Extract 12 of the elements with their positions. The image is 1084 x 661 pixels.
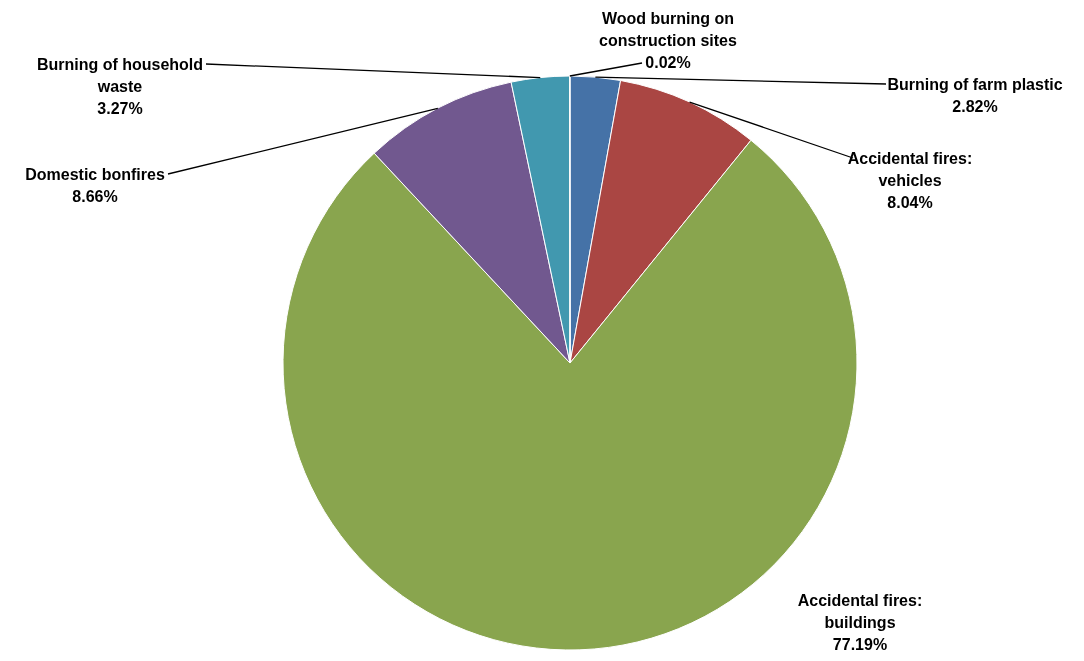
slice-label: Wood burning on construction sites (599, 9, 737, 49)
data-label: 8.66% (72, 187, 118, 205)
data-label: 2.82% (952, 97, 998, 115)
data-label: 77.19% (832, 635, 888, 653)
data-label: 8.04% (887, 193, 933, 211)
data-label: 3.27% (97, 99, 143, 117)
slice-label: Accidental fires: vehicles (847, 149, 973, 189)
slice-label: Domestic bonfires (25, 165, 165, 183)
slice-label: Accidental fires: buildings (797, 591, 923, 631)
data-label: 0.02% (645, 53, 691, 71)
slice-label: Burning of farm plastic (887, 75, 1063, 93)
slice-label: Burning of household waste (36, 55, 204, 95)
